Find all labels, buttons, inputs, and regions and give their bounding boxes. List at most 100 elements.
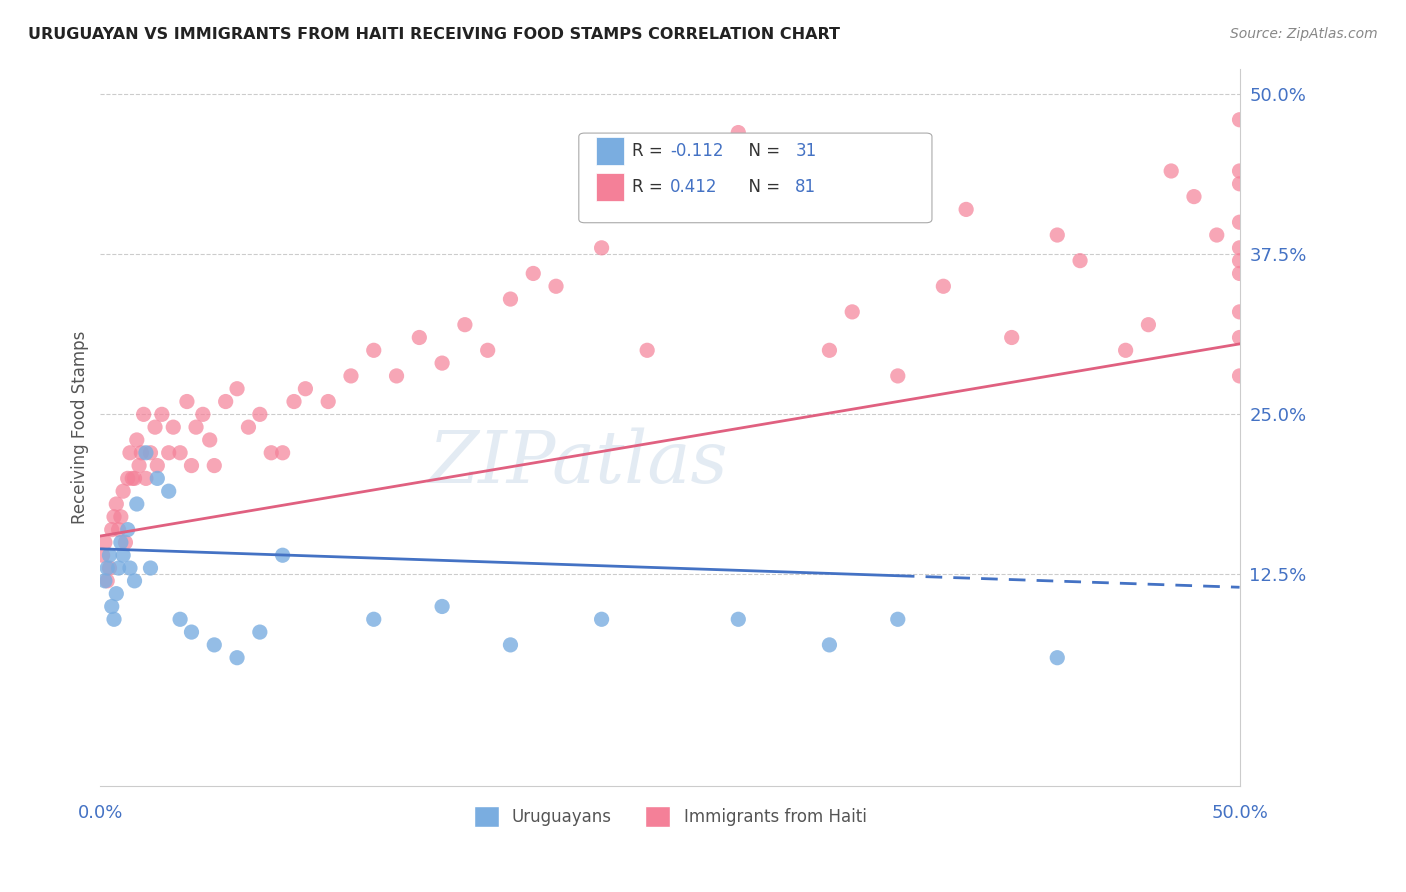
Point bbox=[198, 433, 221, 447]
Point bbox=[1137, 318, 1160, 332]
Point bbox=[169, 612, 191, 626]
Point bbox=[340, 368, 363, 383]
Text: 0.0%: 0.0% bbox=[77, 804, 124, 822]
Point bbox=[132, 408, 155, 422]
Point bbox=[1229, 253, 1251, 268]
Point bbox=[112, 484, 135, 499]
Point bbox=[591, 241, 613, 255]
Point bbox=[727, 612, 749, 626]
Point bbox=[430, 356, 453, 370]
Point bbox=[1229, 330, 1251, 344]
Point bbox=[704, 177, 727, 191]
Point bbox=[773, 151, 796, 165]
Point bbox=[169, 446, 191, 460]
Point bbox=[180, 458, 202, 473]
Text: R =: R = bbox=[633, 142, 668, 160]
Point bbox=[121, 471, 143, 485]
Point bbox=[818, 343, 841, 358]
Text: -0.112: -0.112 bbox=[669, 142, 724, 160]
Text: R =: R = bbox=[633, 178, 668, 196]
Text: 50.0%: 50.0% bbox=[1211, 804, 1268, 822]
Point bbox=[727, 126, 749, 140]
Point bbox=[110, 535, 132, 549]
Point bbox=[1001, 330, 1024, 344]
Point bbox=[107, 523, 129, 537]
Point bbox=[103, 509, 125, 524]
Point bbox=[176, 394, 198, 409]
Point bbox=[117, 471, 139, 485]
Point bbox=[184, 420, 207, 434]
Point bbox=[202, 638, 225, 652]
Point bbox=[818, 638, 841, 652]
FancyBboxPatch shape bbox=[596, 136, 624, 165]
Point bbox=[117, 523, 139, 537]
Point bbox=[1229, 177, 1251, 191]
Y-axis label: Receiving Food Stamps: Receiving Food Stamps bbox=[72, 330, 89, 524]
Point bbox=[658, 164, 681, 178]
Point bbox=[94, 535, 117, 549]
Point bbox=[1046, 650, 1069, 665]
Text: N =: N = bbox=[738, 178, 786, 196]
Point bbox=[94, 574, 117, 588]
Point bbox=[124, 574, 146, 588]
Point bbox=[283, 394, 305, 409]
Point bbox=[499, 292, 522, 306]
Point bbox=[124, 471, 146, 485]
Point bbox=[180, 625, 202, 640]
Point bbox=[96, 574, 118, 588]
Point bbox=[1229, 267, 1251, 281]
Point bbox=[105, 587, 128, 601]
Point bbox=[887, 368, 910, 383]
Text: 0.412: 0.412 bbox=[669, 178, 717, 196]
Point bbox=[1229, 368, 1251, 383]
Point bbox=[150, 408, 173, 422]
Point bbox=[135, 446, 157, 460]
Text: ZIPatlas: ZIPatlas bbox=[429, 428, 728, 499]
Point bbox=[114, 535, 136, 549]
Point bbox=[271, 446, 294, 460]
Point bbox=[1115, 343, 1137, 358]
Point bbox=[249, 625, 271, 640]
Point bbox=[260, 446, 283, 460]
Point bbox=[1229, 112, 1251, 127]
Point bbox=[887, 612, 910, 626]
Point bbox=[499, 638, 522, 652]
Point bbox=[157, 446, 180, 460]
Point bbox=[1069, 253, 1091, 268]
Point bbox=[118, 561, 141, 575]
Legend: Uruguayans, Immigrants from Haiti: Uruguayans, Immigrants from Haiti bbox=[465, 797, 875, 835]
Point bbox=[544, 279, 567, 293]
Text: 31: 31 bbox=[796, 142, 817, 160]
Point bbox=[139, 561, 162, 575]
Point bbox=[146, 458, 169, 473]
Point bbox=[408, 330, 430, 344]
Point bbox=[139, 446, 162, 460]
Point bbox=[112, 548, 135, 562]
Point bbox=[100, 599, 122, 614]
Point bbox=[932, 279, 955, 293]
Point bbox=[110, 509, 132, 524]
Point bbox=[363, 612, 385, 626]
Point bbox=[1046, 227, 1069, 242]
Point bbox=[131, 446, 153, 460]
Point bbox=[591, 612, 613, 626]
Point bbox=[636, 343, 658, 358]
FancyBboxPatch shape bbox=[596, 172, 624, 202]
Point bbox=[125, 497, 148, 511]
Point bbox=[191, 408, 214, 422]
Point bbox=[162, 420, 184, 434]
Text: N =: N = bbox=[738, 142, 786, 160]
Point bbox=[294, 382, 316, 396]
Point bbox=[98, 548, 121, 562]
Point bbox=[128, 458, 150, 473]
Text: Source: ZipAtlas.com: Source: ZipAtlas.com bbox=[1230, 27, 1378, 41]
Point bbox=[157, 484, 180, 499]
Point bbox=[135, 471, 157, 485]
Point bbox=[118, 446, 141, 460]
Text: URUGUAYAN VS IMMIGRANTS FROM HAITI RECEIVING FOOD STAMPS CORRELATION CHART: URUGUAYAN VS IMMIGRANTS FROM HAITI RECEI… bbox=[28, 27, 841, 42]
Point bbox=[1205, 227, 1227, 242]
Point bbox=[146, 471, 169, 485]
Point bbox=[214, 394, 236, 409]
Point bbox=[1229, 215, 1251, 229]
Point bbox=[96, 561, 118, 575]
